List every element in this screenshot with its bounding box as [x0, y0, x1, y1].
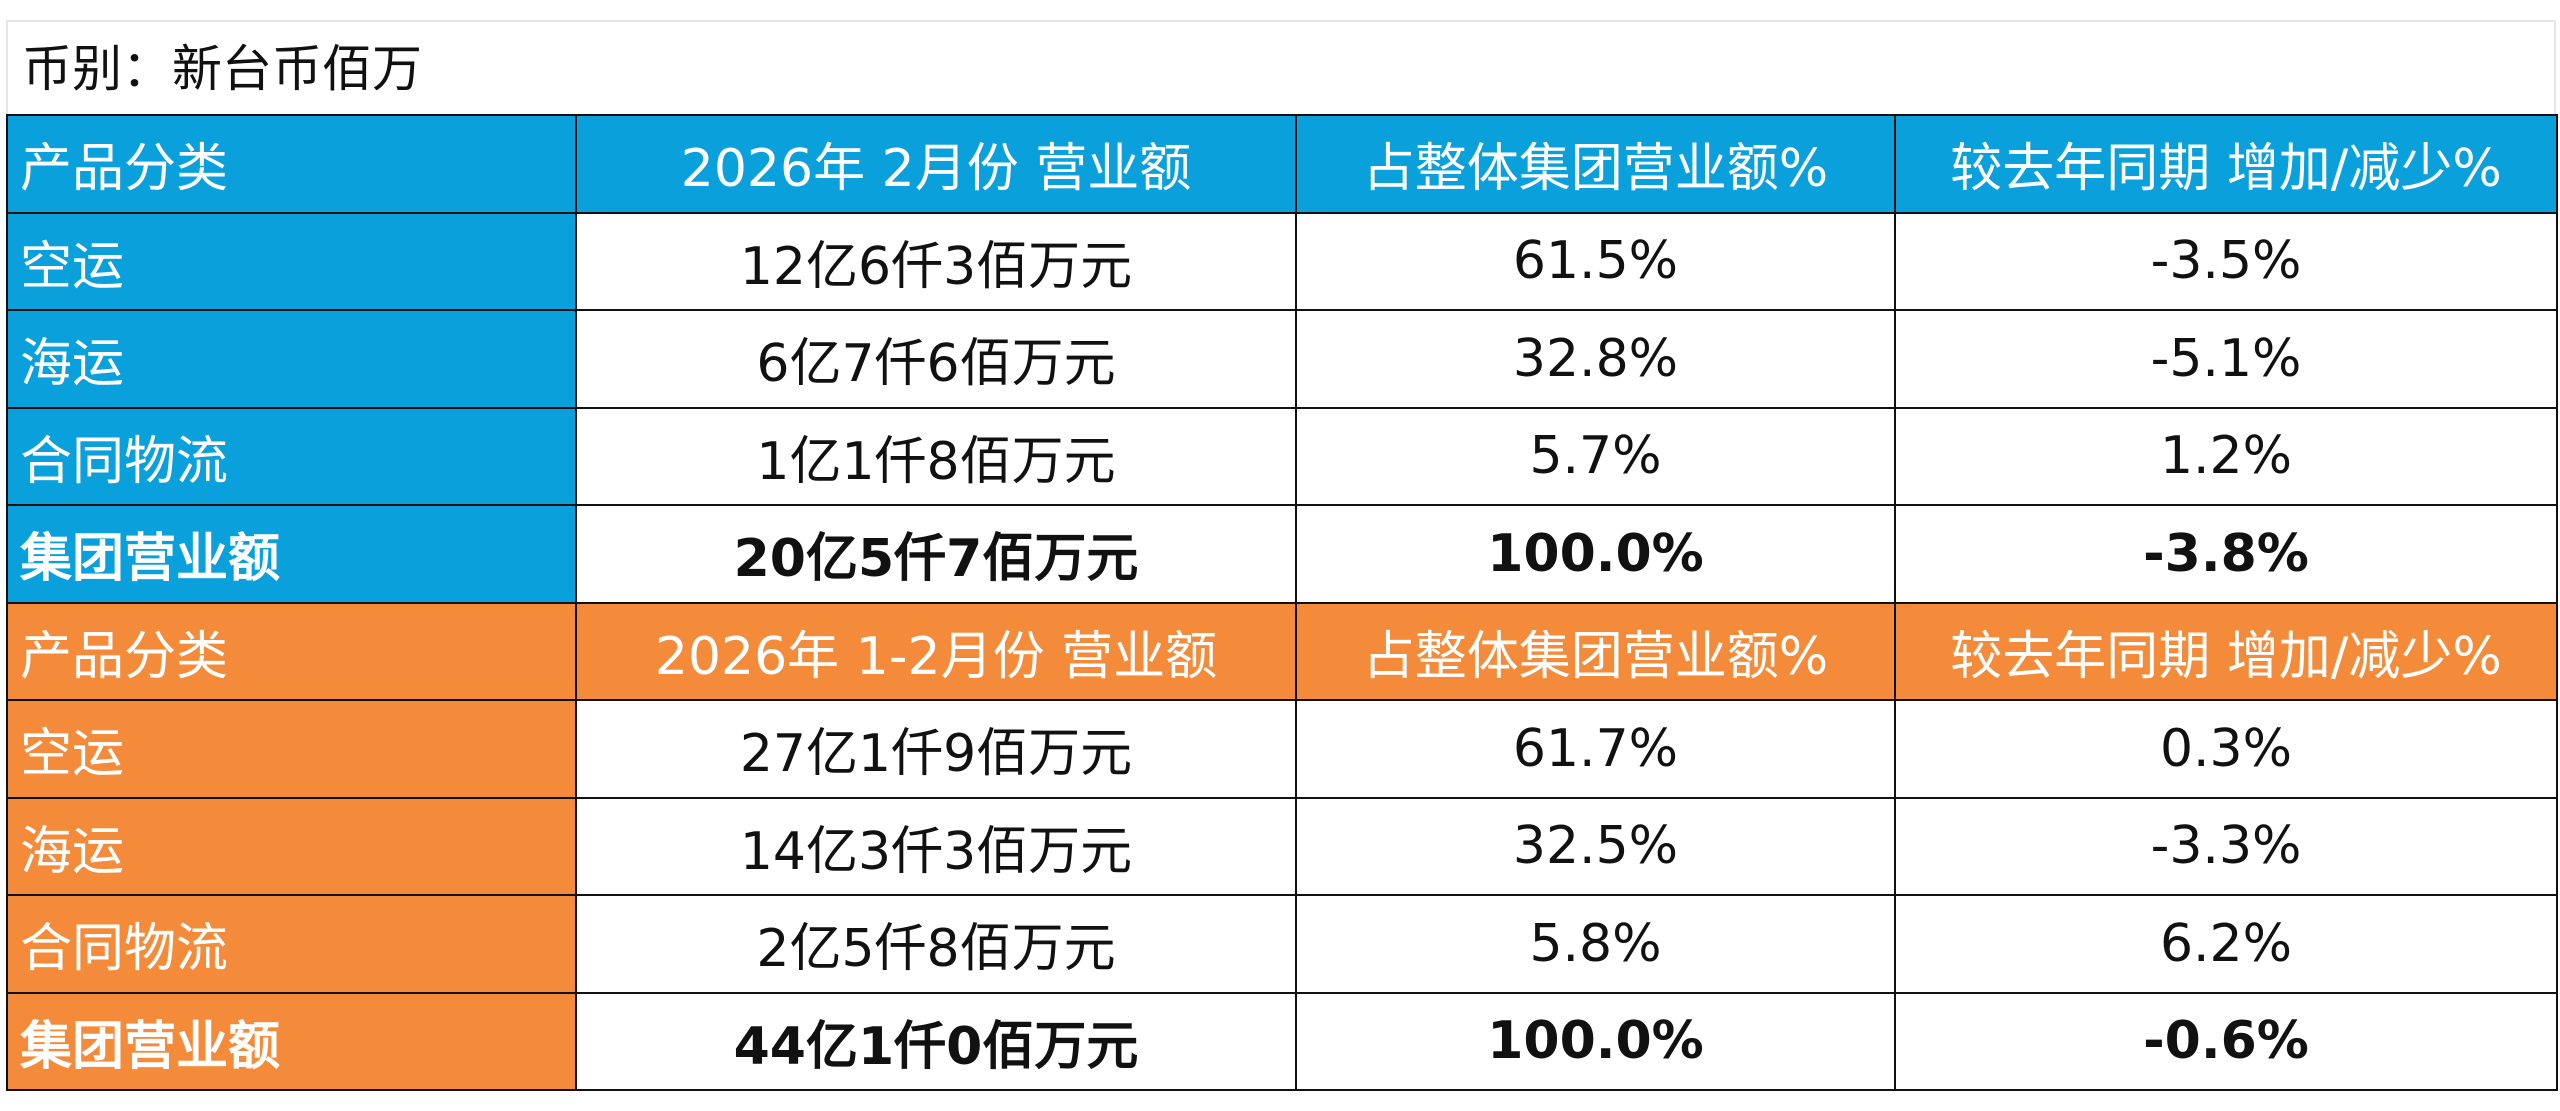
header-cell: 占整体集团营业额%: [1295, 114, 1896, 214]
header-cell: 2026年 1-2月份 营业额: [575, 601, 1297, 701]
data-row: 海运 6亿7仟6佰万元 32.8% -5.1%: [6, 309, 2558, 409]
value-cell: 27亿1仟9佰万元: [575, 699, 1297, 799]
category-cell: 合同物流: [6, 894, 577, 994]
value-cell: 5.7%: [1295, 406, 1896, 506]
value-cell: 5.8%: [1295, 894, 1896, 994]
value-cell: -0.6%: [1894, 991, 2558, 1091]
cumulative-section: 产品分类 2026年 1-2月份 营业额 占整体集团营业额% 较去年同期 增加/减少%…: [6, 601, 2558, 1091]
value-cell: 1亿1仟8佰万元: [575, 406, 1297, 506]
monthly-section: 产品分类 2026年 2月份 营业额 占整体集团营业额% 较去年同期 增加/减少% 空运…: [6, 114, 2558, 604]
value-cell: -3.8%: [1894, 504, 2558, 604]
currency-caption: 币别：新台币佰万: [6, 20, 2556, 114]
header-cell: 产品分类: [6, 601, 577, 701]
value-cell: 32.8%: [1295, 309, 1896, 409]
value-cell: 6亿7仟6佰万元: [575, 309, 1297, 409]
header-cell: 占整体集团营业额%: [1295, 601, 1896, 701]
header-cell: 产品分类: [6, 114, 577, 214]
value-cell: 2亿5仟8佰万元: [575, 894, 1297, 994]
value-cell: 12亿6仟3佰万元: [575, 211, 1297, 311]
value-cell: 100.0%: [1295, 991, 1896, 1091]
value-cell: 61.5%: [1295, 211, 1896, 311]
value-cell: 1.2%: [1894, 406, 2558, 506]
category-cell: 集团营业额: [6, 991, 577, 1091]
data-row: 空运 27亿1仟9佰万元 61.7% 0.3%: [6, 699, 2558, 799]
header-row: 产品分类 2026年 1-2月份 营业额 占整体集团营业额% 较去年同期 增加/减少%: [6, 601, 2558, 701]
category-cell: 海运: [6, 309, 577, 409]
category-cell: 空运: [6, 211, 577, 311]
data-row: 合同物流 2亿5仟8佰万元 5.8% 6.2%: [6, 894, 2558, 994]
category-cell: 合同物流: [6, 406, 577, 506]
report: 币别：新台币佰万 产品分类 2026年 2月份 营业额 占整体集团营业额% 较去年同期…: [6, 20, 2558, 1091]
value-cell: -3.5%: [1894, 211, 2558, 311]
header-cell: 较去年同期 增加/减少%: [1894, 601, 2558, 701]
value-cell: 100.0%: [1295, 504, 1896, 604]
data-row: 海运 14亿3仟3佰万元 32.5% -3.3%: [6, 796, 2558, 896]
category-cell: 集团营业额: [6, 504, 577, 604]
header-cell: 2026年 2月份 营业额: [575, 114, 1297, 214]
value-cell: 0.3%: [1894, 699, 2558, 799]
value-cell: 20亿5仟7佰万元: [575, 504, 1297, 604]
data-row: 合同物流 1亿1仟8佰万元 5.7% 1.2%: [6, 406, 2558, 506]
value-cell: 44亿1仟0佰万元: [575, 991, 1297, 1091]
total-row: 集团营业额 20亿5仟7佰万元 100.0% -3.8%: [6, 504, 2558, 604]
value-cell: 6.2%: [1894, 894, 2558, 994]
value-cell: 61.7%: [1295, 699, 1896, 799]
category-cell: 空运: [6, 699, 577, 799]
category-cell: 海运: [6, 796, 577, 896]
header-cell: 较去年同期 增加/减少%: [1894, 114, 2558, 214]
value-cell: -3.3%: [1894, 796, 2558, 896]
revenue-table: 产品分类 2026年 2月份 营业额 占整体集团营业额% 较去年同期 增加/减少% 空运…: [6, 114, 2558, 1091]
value-cell: 14亿3仟3佰万元: [575, 796, 1297, 896]
total-row: 集团营业额 44亿1仟0佰万元 100.0% -0.6%: [6, 991, 2558, 1091]
header-row: 产品分类 2026年 2月份 营业额 占整体集团营业额% 较去年同期 增加/减少%: [6, 114, 2558, 214]
data-row: 空运 12亿6仟3佰万元 61.5% -3.5%: [6, 211, 2558, 311]
value-cell: 32.5%: [1295, 796, 1896, 896]
value-cell: -5.1%: [1894, 309, 2558, 409]
